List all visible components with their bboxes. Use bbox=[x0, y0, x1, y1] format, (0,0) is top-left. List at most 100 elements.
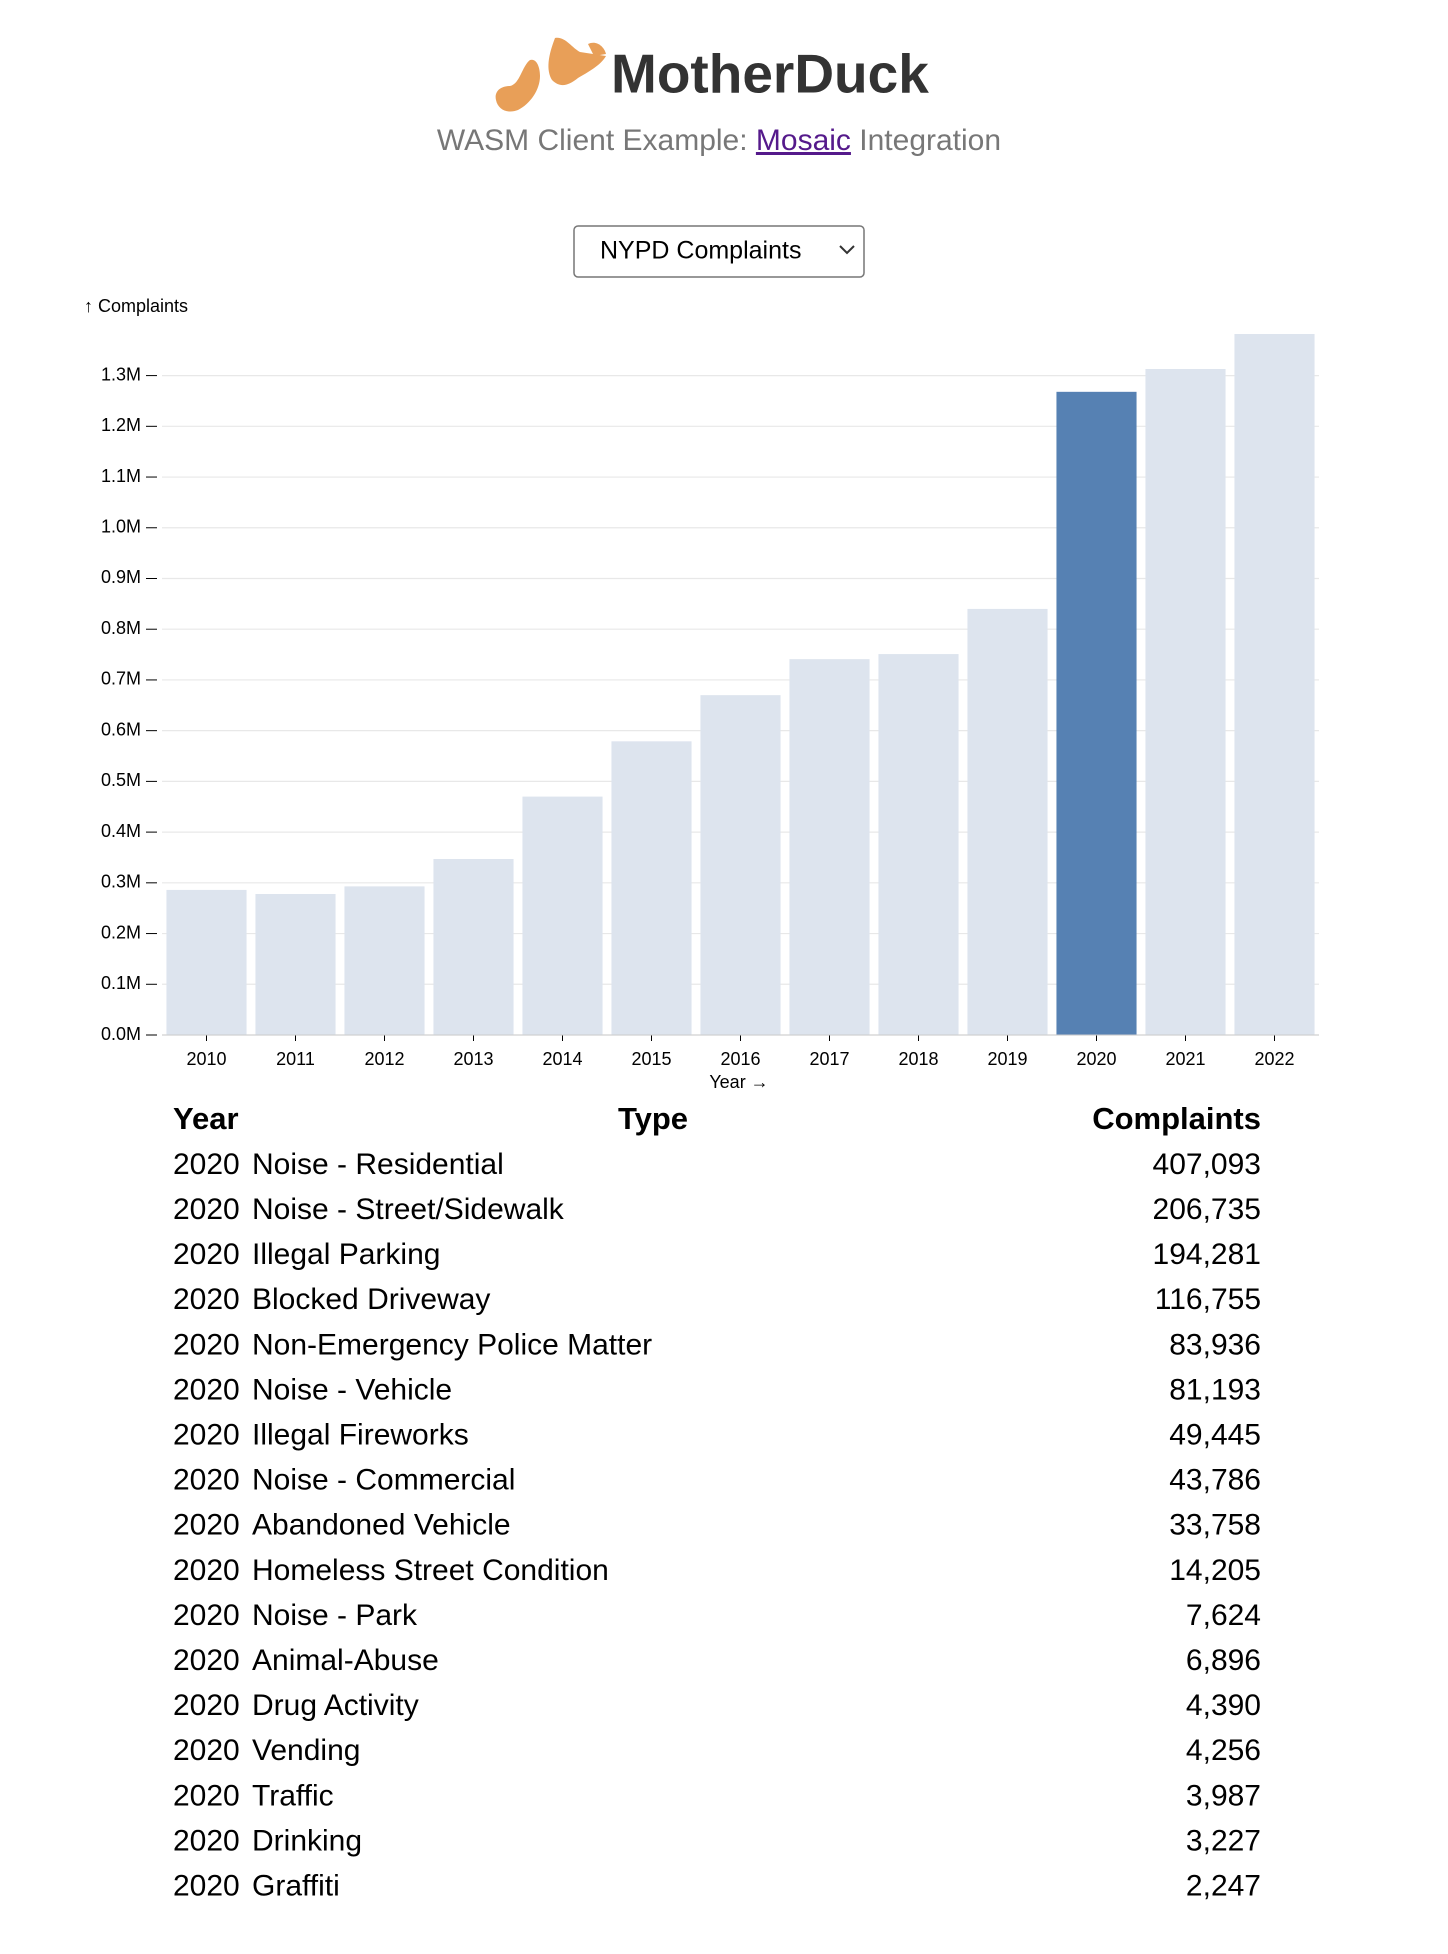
subtitle-text: Integration bbox=[859, 124, 1001, 157]
table: Year Type Complaints 2020 Noise - Residentia… bbox=[173, 1101, 1261, 1903]
bar bbox=[1145, 368, 1226, 1035]
y-tick-label: 0.3M bbox=[101, 872, 141, 892]
cell-year: 2020 bbox=[173, 1509, 240, 1542]
cell-complaints: 206,735 bbox=[1153, 1193, 1261, 1226]
bar bbox=[789, 659, 870, 1035]
dataset-select[interactable]: NYPD Complaints bbox=[573, 225, 865, 278]
y-tick-label: 0.9M bbox=[101, 567, 141, 587]
cell-type: Illegal Fireworks bbox=[252, 1419, 469, 1452]
cell-year: 2020 bbox=[173, 1464, 240, 1497]
cell-complaints: 81,193 bbox=[1169, 1373, 1261, 1406]
cell-year: 2020 bbox=[173, 1193, 240, 1226]
x-tick-label: 2011 bbox=[276, 1049, 315, 1069]
y-tick-label: 0.6M bbox=[101, 719, 141, 739]
cell-year: 2020 bbox=[173, 1419, 240, 1452]
cell-type: Animal-Abuse bbox=[252, 1644, 439, 1677]
y-tick-label: 0.4M bbox=[101, 821, 141, 841]
bar bbox=[878, 654, 959, 1035]
cell-complaints: 7,624 bbox=[1186, 1599, 1261, 1632]
cell-complaints: 43,786 bbox=[1169, 1464, 1261, 1497]
x-tick-label: 2018 bbox=[898, 1049, 938, 1069]
cell-year: 2020 bbox=[173, 1644, 240, 1677]
x-tick-label: 2020 bbox=[1076, 1049, 1116, 1069]
x-tick-label: 2016 bbox=[720, 1049, 760, 1069]
x-tick-label: 2021 bbox=[1165, 1049, 1205, 1069]
subtitle-text: WASM Client Example: bbox=[437, 124, 748, 157]
y-tick-label: 1.0M bbox=[101, 517, 141, 537]
mosaic-link[interactable]: Mosaic bbox=[756, 124, 851, 157]
cell-type: Graffiti bbox=[252, 1870, 340, 1903]
bar bbox=[255, 893, 336, 1035]
x-tick-label: 2015 bbox=[631, 1049, 671, 1069]
cell-complaints: 3,987 bbox=[1186, 1779, 1261, 1812]
cell-complaints: 194,281 bbox=[1153, 1238, 1261, 1271]
cell-type: Noise - Residential bbox=[252, 1148, 504, 1181]
cell-year: 2020 bbox=[173, 1283, 240, 1316]
bar bbox=[1056, 391, 1137, 1035]
cell-type: Non-Emergency Police Matter bbox=[252, 1328, 652, 1361]
cell-type: Abandoned Vehicle bbox=[252, 1509, 511, 1542]
cell-complaints: 4,256 bbox=[1186, 1734, 1261, 1767]
select-box[interactable] bbox=[573, 225, 865, 278]
x-axis-label: Year → bbox=[709, 1072, 768, 1092]
cell-complaints: 6,896 bbox=[1186, 1644, 1261, 1677]
cell-type: Noise - Street/Sidewalk bbox=[252, 1193, 565, 1226]
cell-year: 2020 bbox=[173, 1238, 240, 1271]
select-chevron[interactable] bbox=[839, 245, 855, 255]
cell-type: Traffic bbox=[252, 1779, 334, 1812]
bar bbox=[522, 796, 603, 1035]
y-tick-label: 1.1M bbox=[101, 466, 141, 486]
x-tick-label: 2019 bbox=[987, 1049, 1027, 1069]
cell-type: Noise - Commercial bbox=[252, 1464, 515, 1497]
cell-complaints: 116,755 bbox=[1155, 1283, 1261, 1316]
bar bbox=[700, 695, 781, 1035]
cell-complaints: 3,227 bbox=[1186, 1824, 1261, 1857]
x-tick-label: 2013 bbox=[453, 1049, 493, 1069]
cell-complaints: 4,390 bbox=[1186, 1689, 1261, 1722]
cell-complaints: 407,093 bbox=[1153, 1148, 1261, 1181]
cell-type: Blocked Driveway bbox=[252, 1283, 490, 1316]
y-tick-label: 1.3M bbox=[101, 364, 141, 384]
cell-year: 2020 bbox=[173, 1734, 240, 1767]
x-tick-label: 2022 bbox=[1254, 1049, 1294, 1069]
cell-year: 2020 bbox=[173, 1599, 240, 1632]
cell-type: Noise - Park bbox=[252, 1599, 418, 1632]
cell-complaints: 49,445 bbox=[1169, 1419, 1261, 1452]
x-tick-label: 2017 bbox=[809, 1049, 849, 1069]
bar bbox=[433, 858, 514, 1035]
cell-complaints: 14,205 bbox=[1169, 1554, 1261, 1587]
cell-type: Vending bbox=[252, 1734, 360, 1767]
y-tick-label: 0.2M bbox=[101, 922, 141, 942]
column-header: Year bbox=[173, 1101, 239, 1136]
chart: 0.0M 0.1M 0.2M 0.3M 0.4M 0.5M 0.6M 0.7M 0.8M 0.9M… bbox=[101, 334, 1319, 1069]
y-axis-label: ↑ Complaints bbox=[84, 296, 188, 316]
cell-year: 2020 bbox=[173, 1824, 240, 1857]
y-tick-label: 1.2M bbox=[101, 415, 141, 435]
cell-complaints: 2,247 bbox=[1186, 1870, 1261, 1903]
cell-type: Illegal Parking bbox=[252, 1238, 440, 1271]
x-tick-label: 2014 bbox=[542, 1049, 582, 1069]
cell-complaints: 33,758 bbox=[1169, 1509, 1261, 1542]
cell-year: 2020 bbox=[173, 1328, 240, 1361]
x-tick-label: 2012 bbox=[364, 1049, 404, 1069]
cell-type: Noise - Vehicle bbox=[252, 1373, 452, 1406]
select-label[interactable]: NYPD Complaints bbox=[600, 237, 801, 265]
logo-icon bbox=[495, 37, 606, 112]
y-tick-label: 0.8M bbox=[101, 618, 141, 638]
y-tick-label: 0.1M bbox=[101, 973, 141, 993]
cell-year: 2020 bbox=[173, 1148, 240, 1181]
cell-year: 2020 bbox=[173, 1689, 240, 1722]
bar bbox=[344, 886, 425, 1035]
subtitle: WASM Client Example: Mosaic Integration bbox=[437, 124, 1001, 157]
bar bbox=[611, 741, 692, 1035]
cell-year: 2020 bbox=[173, 1554, 240, 1587]
bar bbox=[1234, 334, 1315, 1035]
y-tick-label: 0.5M bbox=[101, 770, 141, 790]
x-tick-label: 2010 bbox=[186, 1049, 226, 1069]
bar bbox=[967, 608, 1048, 1035]
column-header: Complaints bbox=[1092, 1101, 1261, 1136]
cell-type: Homeless Street Condition bbox=[252, 1554, 609, 1587]
cell-year: 2020 bbox=[173, 1779, 240, 1812]
